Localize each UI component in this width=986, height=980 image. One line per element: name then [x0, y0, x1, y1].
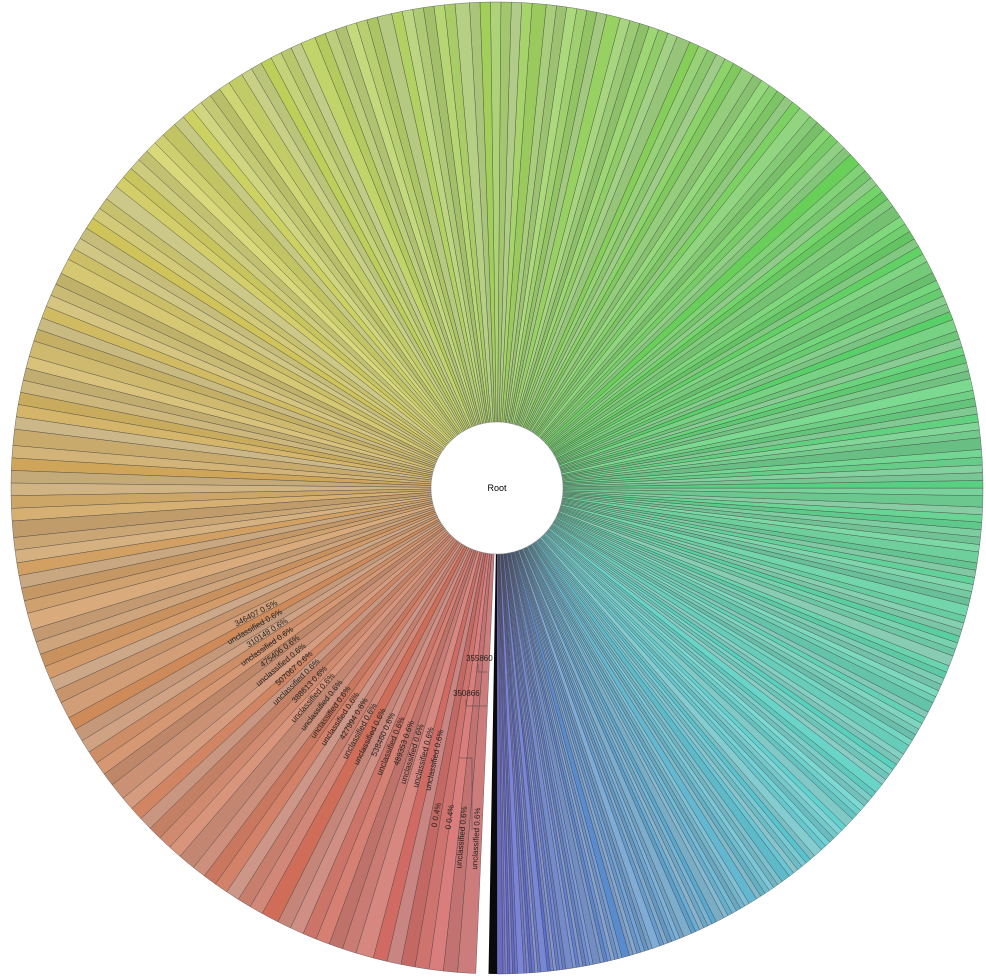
root-node[interactable] — [430, 421, 564, 555]
slice-label: 0 0.4% — [444, 804, 456, 830]
callout-label: 350866 — [453, 689, 480, 698]
callout-leader — [465, 699, 487, 707]
root-label: Root — [487, 483, 507, 493]
wedge-group — [10, 1, 984, 975]
callout-label: 355860 — [466, 654, 493, 663]
leader-lines — [459, 664, 487, 830]
sunburst-wedge-dark[interactable] — [488, 553, 497, 974]
slice-label: 0 0.4% — [430, 802, 443, 828]
slice-label: unclassified 0.6% — [470, 807, 482, 870]
slice-labels: 346407 0.5%unclassified 0.6%310148 0.6%u… — [226, 598, 483, 870]
callout-leader — [459, 757, 473, 830]
callout-leader — [477, 664, 487, 673]
